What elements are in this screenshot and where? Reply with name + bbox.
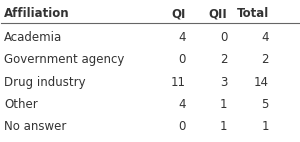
Text: No answer: No answer bbox=[4, 120, 67, 133]
Text: 2: 2 bbox=[261, 53, 269, 66]
Text: 3: 3 bbox=[220, 76, 227, 89]
Text: 1: 1 bbox=[220, 120, 227, 133]
Text: 0: 0 bbox=[178, 120, 186, 133]
Text: QII: QII bbox=[208, 7, 227, 20]
Text: 4: 4 bbox=[261, 31, 269, 44]
Text: 2: 2 bbox=[220, 53, 227, 66]
Text: 11: 11 bbox=[171, 76, 186, 89]
Text: 4: 4 bbox=[178, 31, 186, 44]
Text: 14: 14 bbox=[254, 76, 269, 89]
Text: Drug industry: Drug industry bbox=[4, 76, 86, 89]
Text: 0: 0 bbox=[220, 31, 227, 44]
Text: Academia: Academia bbox=[4, 31, 63, 44]
Text: 1: 1 bbox=[261, 120, 269, 133]
Text: 1: 1 bbox=[220, 98, 227, 111]
Text: Affiliation: Affiliation bbox=[4, 7, 70, 20]
Text: 5: 5 bbox=[262, 98, 269, 111]
Text: Other: Other bbox=[4, 98, 38, 111]
Text: QI: QI bbox=[171, 7, 186, 20]
Text: 4: 4 bbox=[178, 98, 186, 111]
Text: 0: 0 bbox=[178, 53, 186, 66]
Text: Government agency: Government agency bbox=[4, 53, 125, 66]
Text: Total: Total bbox=[237, 7, 269, 20]
